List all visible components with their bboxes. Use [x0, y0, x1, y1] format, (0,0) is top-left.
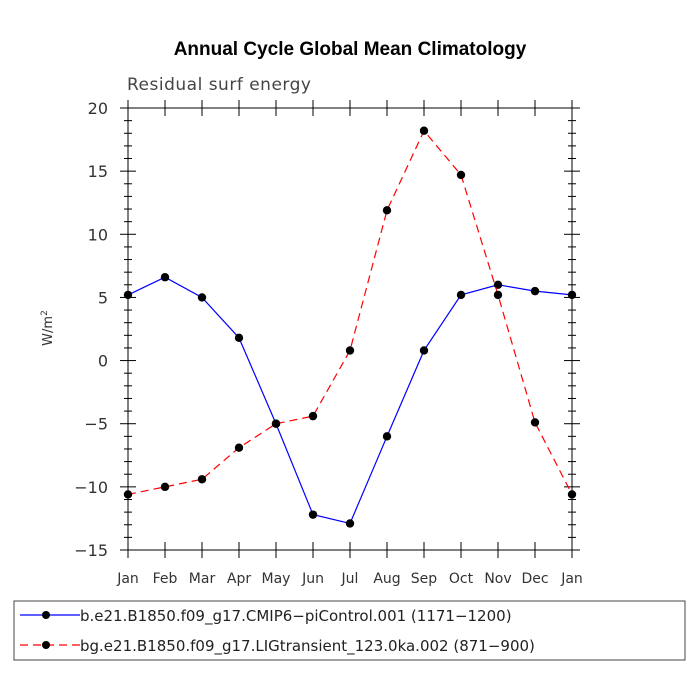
- data-point: [567, 290, 577, 300]
- y-tick-label: 15: [88, 162, 108, 181]
- y-tick-label: 10: [88, 225, 108, 244]
- data-point: [234, 333, 244, 343]
- data-point: [456, 290, 466, 300]
- y-axis-label-base: W/m: [41, 316, 56, 346]
- x-tick-labels: Jan Feb Mar Apr May Jun Jul Aug Sep Oct Nov Dec Jan: [116, 571, 583, 587]
- legend-label: bg.e21.B1850.f09_g17.LIGtransient_123.0k…: [80, 637, 535, 656]
- x-tick-label: Jun: [301, 571, 324, 587]
- data-point: [567, 490, 577, 499]
- data-point: [197, 293, 207, 302]
- y-axis-label-sup: 2: [40, 310, 50, 316]
- data-point: [493, 290, 503, 300]
- data-point: [160, 273, 170, 282]
- y-axis-label: W/m2: [40, 310, 56, 346]
- legend: b.e21.B1850.f09_g17.CMIP6−piControl.001 …: [13, 600, 686, 661]
- data-point: [530, 418, 540, 427]
- data-point: [382, 206, 392, 215]
- x-tick-label: Mar: [189, 571, 216, 587]
- data-point: [419, 126, 429, 135]
- legend-item-2: bg.e21.B1850.f09_g17.LIGtransient_123.0k…: [20, 637, 535, 656]
- data-point: [123, 490, 133, 499]
- x-tick-label: Apr: [227, 571, 251, 587]
- y-tick-label: −10: [74, 478, 108, 497]
- y-tick-label: 20: [88, 99, 108, 118]
- data-point: [308, 510, 318, 519]
- y-tick-labels: 20 15 10 5 0 −5 −10 −15: [74, 99, 108, 560]
- x-tick-label: Sep: [411, 571, 438, 587]
- legend-item-1: b.e21.B1850.f09_g17.CMIP6−piControl.001 …: [20, 607, 512, 626]
- series-2: [123, 126, 577, 499]
- legend-items: b.e21.B1850.f09_g17.CMIP6−piControl.001 …: [20, 607, 535, 656]
- chart-title: Annual Cycle Global Mean Climatology: [174, 39, 527, 60]
- data-point: [530, 286, 540, 296]
- legend-marker: [42, 611, 50, 619]
- series-line: [127, 129, 573, 496]
- legend-label: b.e21.B1850.f09_g17.CMIP6−piControl.001 …: [80, 607, 512, 626]
- series-line: [127, 276, 573, 525]
- series-layer: [123, 126, 577, 528]
- data-point: [382, 432, 392, 441]
- x-tick-label: Aug: [373, 571, 400, 587]
- x-tick-label: May: [262, 571, 291, 587]
- x-tick-label: Feb: [153, 571, 178, 587]
- x-tick-label: Jul: [341, 571, 359, 587]
- data-point: [345, 519, 355, 528]
- data-point: [345, 346, 355, 355]
- data-point: [493, 280, 503, 289]
- y-tick-label: −5: [84, 415, 108, 434]
- x-tick-label: Jan: [560, 571, 583, 587]
- series-1: [123, 273, 577, 528]
- x-tick-label: Jan: [116, 571, 139, 587]
- legend-box: [13, 600, 686, 661]
- legend-marker: [42, 641, 50, 649]
- data-point: [271, 419, 281, 428]
- y-tick-label: 0: [98, 352, 108, 371]
- plot-area: [127, 107, 573, 551]
- chart-subtitle: Residual surf energy: [127, 75, 311, 95]
- y-tick-label: −15: [74, 541, 108, 560]
- data-point: [160, 482, 170, 492]
- data-point: [197, 475, 207, 484]
- data-point: [456, 170, 466, 180]
- x-tick-label: Nov: [484, 571, 511, 587]
- data-point: [234, 443, 244, 452]
- data-point: [308, 411, 318, 421]
- x-tick-label: Dec: [521, 571, 548, 587]
- data-point: [419, 346, 429, 355]
- y-tick-label: 5: [98, 288, 108, 307]
- svg-text:W/m2: W/m2: [40, 310, 56, 346]
- axis-ticks: [120, 100, 580, 558]
- data-point: [123, 290, 133, 300]
- plot-frame: [127, 107, 573, 551]
- x-tick-label: Oct: [449, 571, 474, 587]
